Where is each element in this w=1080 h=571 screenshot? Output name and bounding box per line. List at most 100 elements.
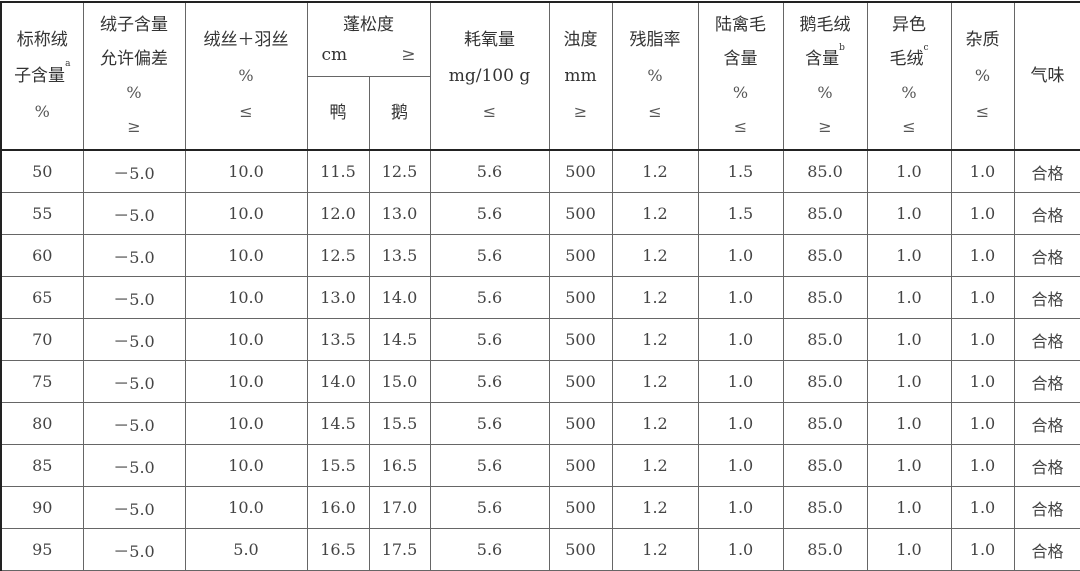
table-cell: 1.0 bbox=[867, 529, 951, 571]
header-line: ≤ bbox=[431, 94, 549, 130]
table-cell: 85.0 bbox=[783, 319, 867, 361]
table-cell: 1.0 bbox=[698, 403, 783, 445]
header-line: 毛绒c bbox=[868, 42, 951, 76]
header-line: 绒子含量 bbox=[84, 8, 185, 42]
table-cell: 1.2 bbox=[612, 529, 698, 571]
header-line: % bbox=[2, 94, 83, 130]
table-cell: 1.0 bbox=[867, 487, 951, 529]
table-cell: 1.0 bbox=[698, 277, 783, 319]
header-text: ≤ bbox=[902, 117, 915, 136]
header-text: ≥ bbox=[127, 117, 140, 136]
table-cell: 85.0 bbox=[783, 445, 867, 487]
table-cell: 85.0 bbox=[783, 277, 867, 319]
header-unit-row: cm≥ bbox=[308, 40, 430, 70]
table-cell: 合格 bbox=[1014, 193, 1080, 235]
header-line: ≤ bbox=[868, 110, 951, 144]
header-text: ≤ bbox=[239, 102, 252, 121]
table-cell: 合格 bbox=[1014, 529, 1080, 571]
table-cell: 1.0 bbox=[867, 235, 951, 277]
header-line: 含量b bbox=[784, 42, 867, 76]
header-line: % bbox=[952, 58, 1014, 94]
table-cell: 85.0 bbox=[783, 193, 867, 235]
table-cell: 5.6 bbox=[430, 319, 549, 361]
table-cell: 10.0 bbox=[185, 277, 307, 319]
table-cell: 500 bbox=[549, 487, 612, 529]
header-line: 气味 bbox=[1015, 58, 1080, 94]
header-line: ≥ bbox=[550, 94, 612, 130]
header-line: mm bbox=[550, 58, 612, 94]
table-cell: －5.0 bbox=[83, 361, 185, 403]
table-cell: 1.0 bbox=[951, 193, 1014, 235]
table-cell: 500 bbox=[549, 277, 612, 319]
header-text: ≤ bbox=[734, 117, 747, 136]
header-text: 子含量 bbox=[14, 66, 65, 86]
table-cell: 5.6 bbox=[430, 235, 549, 277]
header-unit: cm bbox=[322, 40, 348, 70]
table-cell: 10.0 bbox=[185, 193, 307, 235]
table-cell: 85.0 bbox=[783, 150, 867, 193]
table-cell: 1.0 bbox=[867, 361, 951, 403]
table-cell: 13.0 bbox=[369, 193, 430, 235]
header-line: ≤ bbox=[952, 94, 1014, 130]
table-cell: 1.0 bbox=[698, 445, 783, 487]
header-line: 耗氧量 bbox=[431, 22, 549, 58]
table-cell: 1.5 bbox=[698, 150, 783, 193]
table-cell: 1.0 bbox=[951, 150, 1014, 193]
header-line: 残脂率 bbox=[613, 22, 698, 58]
table-cell: －5.0 bbox=[83, 445, 185, 487]
table-cell: 1.0 bbox=[951, 487, 1014, 529]
table-cell: 1.0 bbox=[951, 277, 1014, 319]
table-cell: 500 bbox=[549, 193, 612, 235]
table-cell: 75 bbox=[1, 361, 83, 403]
table-cell: 500 bbox=[549, 529, 612, 571]
table-cell: 合格 bbox=[1014, 445, 1080, 487]
table-cell: 500 bbox=[549, 445, 612, 487]
table-cell: 17.0 bbox=[369, 487, 430, 529]
table-cell: 70 bbox=[1, 319, 83, 361]
table-cell: 1.2 bbox=[612, 235, 698, 277]
table-cell: 5.6 bbox=[430, 487, 549, 529]
table-cell: 85.0 bbox=[783, 361, 867, 403]
table-cell: 10.0 bbox=[185, 319, 307, 361]
table-cell: －5.0 bbox=[83, 193, 185, 235]
table-cell: 1.0 bbox=[698, 319, 783, 361]
table-cell: 10.0 bbox=[185, 361, 307, 403]
table-cell: 1.0 bbox=[867, 150, 951, 193]
table-cell: 10.0 bbox=[185, 487, 307, 529]
table-cell: 55 bbox=[1, 193, 83, 235]
header-text: % bbox=[238, 66, 253, 85]
header-text: 气味 bbox=[1031, 66, 1065, 86]
header-line: 绒丝＋羽丝 bbox=[186, 22, 307, 58]
header-text: % bbox=[35, 102, 50, 121]
table-cell: 85 bbox=[1, 445, 83, 487]
header-line: ≥ bbox=[784, 110, 867, 144]
table-cell: 5.0 bbox=[185, 529, 307, 571]
header-line: 异色 bbox=[868, 8, 951, 42]
table-cell: 1.2 bbox=[612, 445, 698, 487]
table-cell: －5.0 bbox=[83, 277, 185, 319]
table-cell: 1.0 bbox=[867, 277, 951, 319]
header-text: ≤ bbox=[976, 102, 989, 121]
table-cell: 90 bbox=[1, 487, 83, 529]
footnote-marker: c bbox=[923, 43, 928, 53]
table-cell: －5.0 bbox=[83, 487, 185, 529]
table-cell: 合格 bbox=[1014, 277, 1080, 319]
table-cell: 14.0 bbox=[307, 361, 369, 403]
column-header: 异色毛绒c%≤ bbox=[867, 2, 951, 150]
table-cell: 65 bbox=[1, 277, 83, 319]
table-cell: 1.0 bbox=[867, 319, 951, 361]
header-text: 允许偏差 bbox=[100, 49, 168, 69]
table-cell: 15.5 bbox=[369, 403, 430, 445]
header-text: 绒丝＋羽丝 bbox=[204, 30, 289, 50]
table-cell: 合格 bbox=[1014, 150, 1080, 193]
table-cell: －5.0 bbox=[83, 150, 185, 193]
header-text: % bbox=[817, 83, 832, 102]
table-cell: 15.0 bbox=[369, 361, 430, 403]
table-cell: 1.0 bbox=[867, 193, 951, 235]
header-text: 异色 bbox=[892, 15, 926, 35]
footnote-marker: a bbox=[65, 59, 70, 69]
